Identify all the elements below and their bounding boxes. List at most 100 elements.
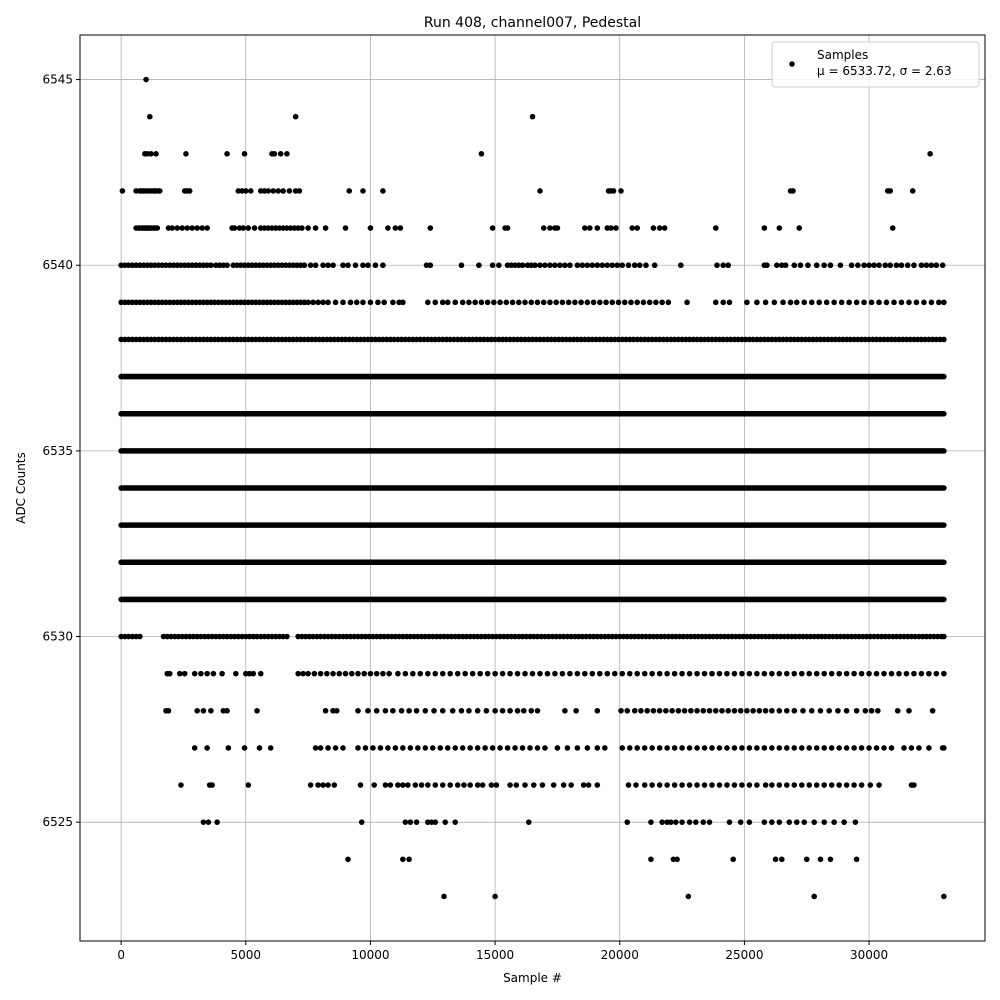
data-point — [355, 707, 361, 714]
data-point — [458, 707, 465, 714]
data-point — [204, 745, 210, 751]
data-point — [876, 262, 882, 269]
data-point — [609, 262, 616, 269]
data-point — [348, 670, 355, 677]
data-point — [754, 745, 760, 751]
data-point — [300, 670, 306, 677]
data-point — [245, 225, 252, 231]
data-point — [634, 745, 641, 751]
data-point — [731, 782, 738, 788]
data-point — [400, 299, 406, 306]
y-tick-label: 6540 — [42, 258, 73, 272]
data-point — [746, 745, 753, 751]
y-tick-label: 6535 — [42, 444, 73, 458]
data-point — [512, 745, 518, 751]
data-point — [208, 262, 214, 269]
data-point — [916, 745, 922, 751]
data-point — [284, 151, 290, 157]
chart-title: Run 408, channel007, Pedestal — [424, 15, 641, 31]
data-point — [437, 745, 444, 751]
level-6526 — [178, 782, 917, 788]
data-point — [720, 299, 727, 306]
data-point — [887, 188, 894, 194]
data-point — [631, 707, 638, 714]
data-point — [200, 707, 207, 714]
data-point — [716, 782, 723, 788]
data-point — [889, 225, 896, 231]
data-point — [380, 262, 386, 269]
data-point — [534, 707, 541, 714]
data-point — [392, 745, 399, 751]
data-point — [681, 707, 688, 714]
data-point — [706, 819, 713, 825]
data-point — [805, 262, 811, 269]
level-6542 — [119, 188, 916, 194]
data-point — [497, 745, 503, 751]
data-point — [904, 262, 911, 269]
data-point — [619, 670, 626, 677]
data-point — [424, 782, 431, 788]
data-point — [382, 782, 389, 788]
level-6544 — [147, 113, 536, 120]
data-point — [413, 707, 420, 714]
data-point — [325, 782, 331, 788]
data-point — [594, 225, 601, 231]
data-point — [625, 782, 632, 788]
data-point — [618, 188, 624, 194]
data-point — [589, 670, 596, 677]
data-point — [806, 670, 813, 677]
data-point — [724, 782, 730, 788]
data-point — [725, 262, 732, 269]
data-point — [783, 745, 790, 751]
data-point — [594, 745, 601, 751]
data-point — [241, 745, 248, 751]
data-point — [774, 262, 780, 269]
data-point — [267, 745, 274, 751]
data-point — [656, 707, 663, 714]
data-point — [664, 782, 670, 788]
data-point — [191, 745, 198, 751]
data-point — [876, 782, 882, 788]
data-point — [209, 782, 215, 788]
data-point — [479, 782, 486, 788]
data-point — [731, 707, 738, 714]
data-point — [317, 670, 324, 677]
data-point — [395, 670, 401, 677]
data-point — [509, 299, 516, 306]
x-tick-label: 25000 — [725, 948, 763, 962]
data-point — [439, 670, 446, 677]
data-point — [165, 707, 172, 714]
data-point — [371, 782, 377, 788]
data-point — [257, 670, 264, 677]
data-point — [332, 745, 339, 751]
data-point — [754, 782, 760, 788]
data-point — [631, 262, 638, 269]
data-point — [761, 745, 768, 751]
data-point — [143, 76, 149, 83]
data-point — [806, 745, 813, 751]
data-point — [181, 670, 188, 677]
data-point — [459, 299, 466, 306]
data-point — [599, 262, 606, 269]
data-point — [898, 299, 905, 306]
level-6529 — [164, 670, 947, 677]
data-point — [828, 782, 835, 788]
data-point — [893, 262, 900, 269]
data-point — [828, 745, 835, 751]
data-point — [663, 707, 669, 714]
data-point — [928, 299, 935, 306]
data-point — [382, 707, 389, 714]
data-point — [224, 151, 230, 157]
data-point — [911, 262, 917, 269]
data-point — [514, 707, 521, 714]
data-point — [648, 819, 654, 825]
data-point — [381, 299, 387, 306]
data-point — [520, 707, 527, 714]
data-point — [780, 299, 786, 306]
data-point — [365, 707, 371, 714]
data-point — [754, 670, 760, 677]
data-point — [651, 262, 658, 269]
data-point — [621, 299, 628, 306]
data-point — [597, 670, 603, 677]
data-point — [846, 299, 852, 306]
